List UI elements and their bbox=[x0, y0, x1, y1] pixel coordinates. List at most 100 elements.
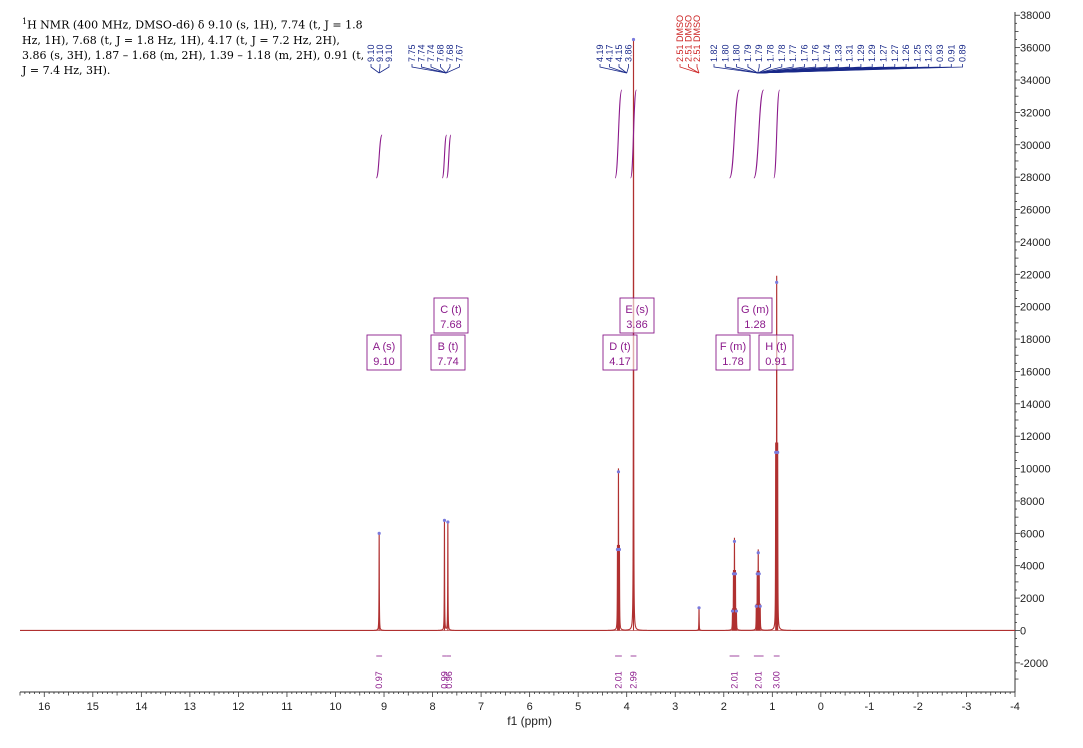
peak-label-leader bbox=[757, 64, 783, 74]
multiplet-box bbox=[602, 334, 638, 371]
y-tick-label: 26000 bbox=[1020, 205, 1051, 217]
integral-value: 2.01 bbox=[613, 671, 623, 689]
peak-label: 7.74 bbox=[417, 44, 427, 62]
y-tick-label: -2000 bbox=[1020, 658, 1048, 670]
solvent-label-leader bbox=[679, 64, 700, 74]
peak-label: 1.82 bbox=[709, 44, 719, 62]
peak-label: 1.27 bbox=[890, 44, 900, 62]
peak-label: 4.17 bbox=[605, 44, 615, 62]
peak-label: 1.29 bbox=[867, 44, 877, 62]
peak-label: 1.76 bbox=[799, 44, 809, 62]
peak-label: 1.80 bbox=[720, 44, 730, 62]
peak-marker bbox=[776, 450, 780, 454]
peak-label: 1.79 bbox=[743, 44, 753, 62]
integral-curve bbox=[753, 89, 765, 179]
peak-label-leader bbox=[626, 64, 629, 74]
integral-value: 3.00 bbox=[772, 671, 782, 689]
solvent-label-leader bbox=[696, 64, 700, 74]
peak-label: 1.33 bbox=[833, 44, 843, 62]
multiplet-box bbox=[737, 297, 773, 334]
peak-marker bbox=[758, 604, 762, 608]
peak-label-leader bbox=[430, 64, 447, 74]
peak-label-leader bbox=[445, 64, 460, 74]
integral-curve bbox=[614, 89, 623, 179]
multiplet-box bbox=[715, 334, 751, 371]
x-axis-label: f1 (ppm) bbox=[507, 714, 552, 728]
peak-label: 1.77 bbox=[788, 44, 798, 62]
peak-marker bbox=[446, 520, 450, 524]
peak-label-leader bbox=[713, 64, 758, 74]
peak-marker bbox=[377, 531, 381, 535]
peak-label: 0.89 bbox=[958, 44, 968, 62]
peak-label: 4.15 bbox=[614, 44, 624, 62]
multiplet-letter: F (m) bbox=[720, 341, 746, 353]
x-tick-label: 11 bbox=[281, 701, 292, 713]
peak-label: 0.91 bbox=[946, 44, 956, 62]
y-tick-label: 22000 bbox=[1020, 269, 1051, 281]
peak-label: 1.79 bbox=[754, 44, 764, 62]
y-tick-label: 16000 bbox=[1020, 366, 1051, 378]
peak-label: 9.10 bbox=[384, 44, 394, 62]
peak-label: 1.76 bbox=[811, 44, 821, 62]
multiplet-shift: 1.28 bbox=[744, 319, 765, 331]
y-tick-label: 20000 bbox=[1020, 302, 1051, 314]
peak-label-leader bbox=[724, 64, 758, 74]
y-tick-label: 30000 bbox=[1020, 140, 1051, 152]
x-tick-label: 7 bbox=[478, 701, 484, 713]
x-tick-label: -4 bbox=[1010, 701, 1020, 713]
peak-label: 1.23 bbox=[924, 44, 934, 62]
multiplet-letter: A (s) bbox=[373, 341, 396, 353]
peak-label: 0.93 bbox=[935, 44, 945, 62]
x-tick-label: -1 bbox=[864, 701, 874, 713]
multiplet-letter: H (t) bbox=[765, 341, 786, 353]
integral-value: 0.96 bbox=[444, 671, 454, 689]
peak-marker bbox=[754, 604, 758, 608]
y-tick-label: 14000 bbox=[1020, 399, 1051, 411]
x-tick-label: 6 bbox=[527, 701, 533, 713]
peak-label: 3.86 bbox=[624, 44, 634, 62]
multiplet-box bbox=[758, 334, 794, 371]
integral-curve bbox=[773, 89, 781, 179]
multiplet-letter: G (m) bbox=[741, 304, 769, 316]
peak-marker bbox=[697, 606, 701, 610]
integral-value: 2.01 bbox=[754, 671, 764, 689]
y-tick-label: 24000 bbox=[1020, 237, 1051, 249]
peak-label: 9.10 bbox=[366, 44, 376, 62]
peak-label-leader bbox=[421, 64, 447, 74]
multiplet-shift: 3.86 bbox=[626, 319, 647, 331]
peak-label-leader bbox=[757, 64, 794, 74]
multiplet-letter: C (t) bbox=[440, 304, 461, 316]
integral-curve bbox=[729, 89, 740, 179]
x-tick-label: 16 bbox=[38, 701, 50, 713]
x-tick-label: 13 bbox=[184, 701, 196, 713]
x-tick-label: 1 bbox=[769, 701, 775, 713]
peak-label: 1.27 bbox=[879, 44, 889, 62]
peak-label-leader bbox=[757, 64, 963, 74]
x-tick-label: 2 bbox=[721, 701, 727, 713]
peak-label-leader bbox=[618, 64, 627, 74]
solvent-label-leader bbox=[688, 64, 700, 74]
x-tick-label: 9 bbox=[381, 701, 387, 713]
peak-marker bbox=[730, 609, 735, 613]
peak-label: 7.75 bbox=[407, 44, 417, 62]
x-tick-label: 12 bbox=[232, 701, 244, 713]
peak-label: 1.78 bbox=[766, 44, 776, 62]
peak-label-leader bbox=[411, 64, 447, 74]
multiplet-box bbox=[430, 334, 466, 371]
peak-label-leader bbox=[747, 64, 758, 74]
peak-marker bbox=[631, 37, 636, 42]
multiplet-box bbox=[433, 297, 469, 334]
multiplet-shift: 9.10 bbox=[373, 356, 394, 368]
y-tick-label: 36000 bbox=[1020, 43, 1051, 55]
multiplet-shift: 7.74 bbox=[437, 356, 458, 368]
x-tick-label: 5 bbox=[575, 701, 581, 713]
x-tick-label: 15 bbox=[87, 701, 99, 713]
solvent-label: 2.51 DMSO bbox=[684, 15, 694, 62]
y-tick-label: 10000 bbox=[1020, 464, 1051, 476]
x-tick-label: 0 bbox=[818, 701, 824, 713]
integral-curve bbox=[375, 134, 383, 179]
multiplet-shift: 4.17 bbox=[609, 356, 630, 368]
peak-label: 7.68 bbox=[436, 44, 446, 62]
y-tick-label: 28000 bbox=[1020, 172, 1051, 184]
